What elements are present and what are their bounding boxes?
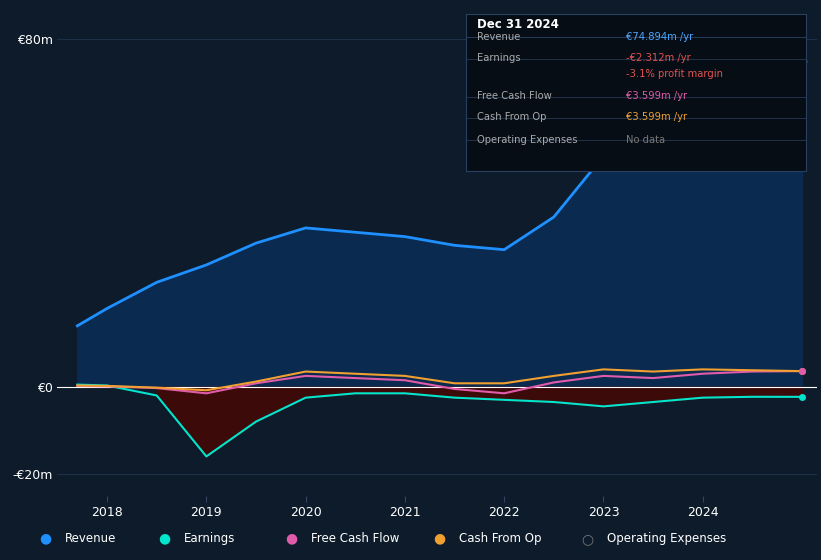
- Text: ●: ●: [39, 532, 51, 545]
- Text: ○: ○: [581, 532, 593, 545]
- Text: Revenue: Revenue: [65, 532, 117, 545]
- FancyBboxPatch shape: [466, 14, 806, 36]
- Text: -3.1% profit margin: -3.1% profit margin: [626, 69, 723, 80]
- Text: ●: ●: [286, 532, 297, 545]
- Text: ●: ●: [158, 532, 170, 545]
- Text: Revenue: Revenue: [476, 32, 520, 42]
- Text: €3.599m /yr: €3.599m /yr: [626, 91, 687, 101]
- Text: Operating Expenses: Operating Expenses: [607, 532, 726, 545]
- Text: Free Cash Flow: Free Cash Flow: [311, 532, 400, 545]
- Text: Free Cash Flow: Free Cash Flow: [476, 91, 551, 101]
- Text: Cash From Op: Cash From Op: [476, 111, 546, 122]
- Text: €74.894m /yr: €74.894m /yr: [626, 32, 693, 42]
- Text: Earnings: Earnings: [476, 53, 521, 63]
- Text: -€2.312m /yr: -€2.312m /yr: [626, 53, 690, 63]
- Text: Cash From Op: Cash From Op: [459, 532, 541, 545]
- Text: Operating Expenses: Operating Expenses: [476, 135, 577, 145]
- Text: Dec 31 2024: Dec 31 2024: [476, 18, 558, 31]
- Text: ●: ●: [433, 532, 445, 545]
- Text: No data: No data: [626, 135, 665, 145]
- Text: Earnings: Earnings: [184, 532, 236, 545]
- Text: €3.599m /yr: €3.599m /yr: [626, 111, 687, 122]
